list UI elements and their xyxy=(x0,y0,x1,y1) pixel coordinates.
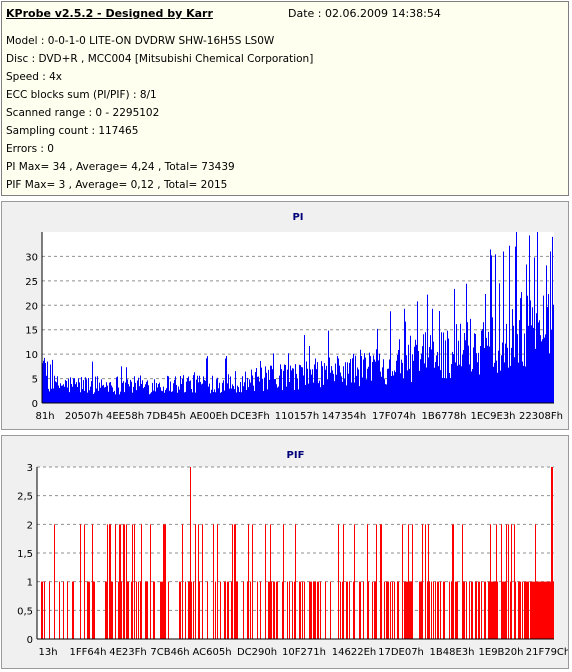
data-bars xyxy=(42,232,554,403)
x-tick-label: 110157h xyxy=(275,411,320,422)
y-tick-label: 3 xyxy=(27,463,33,474)
x-tick-label: 17F074h xyxy=(372,411,416,422)
x-tick-label: 7CB46h xyxy=(150,647,189,658)
x-tick-label: 147354h xyxy=(322,411,367,422)
disc-line: Disc : DVD+R , MCC004 [Mitsubishi Chemic… xyxy=(6,53,314,65)
x-tick-label: 1EC9E3h xyxy=(470,411,515,422)
y-tick-label: 30 xyxy=(25,252,38,263)
x-tick-label: DC290h xyxy=(237,647,277,658)
y-tick-label: 0 xyxy=(32,399,38,410)
pif-chart-panel: PIF 0 0,5 1 1,5 2 2,5 3 13h 1FF64h 4E23Fh 7CB46h AC6… xyxy=(1,435,569,669)
range-line: Scanned range : 0 - 2295102 xyxy=(6,107,160,119)
pif-summary-line: PIF Max= 3 , Average= 0,12 , Total= 2015 xyxy=(6,179,228,191)
y-tick-label: 20 xyxy=(25,301,38,312)
chart-title: PI xyxy=(292,212,303,223)
x-tick-label: 81h xyxy=(35,411,54,422)
app-title: KProbe v2.5.2 - Designed by Karr xyxy=(6,7,213,20)
ecc-line: ECC blocks sum (PI/PIF) : 8/1 xyxy=(6,89,157,101)
sampling-line: Sampling count : 117465 xyxy=(6,125,139,137)
x-tick-label: 22308Fh xyxy=(519,411,563,422)
pif-chart: PIF 0 0,5 1 1,5 2 2,5 3 13h 1FF64h 4E23Fh 7CB46h AC6… xyxy=(17,450,568,658)
x-tick-label: 13h xyxy=(38,647,57,658)
model-line: Model : 0-0-1-0 LITE-ON DVDRW SHW-16H5S … xyxy=(6,35,275,47)
x-tick-label: AE00Eh xyxy=(190,411,229,422)
y-tick-label: 5 xyxy=(32,375,38,386)
x-tick-label: 1FF64h xyxy=(70,647,107,658)
pi-chart: PI 0 5 10 15 20 25 30 81h 20507h 4EE58h 7DB45h AE00E… xyxy=(25,212,563,422)
x-tick-label: 21F79Ch xyxy=(526,647,568,658)
pi-chart-panel: PI 0 5 10 15 20 25 30 81h 20507h 4EE58h 7DB45h AE00E… xyxy=(1,201,569,430)
x-tick-label: 7DB45h xyxy=(146,411,186,422)
x-tick-label: DCE3Fh xyxy=(230,411,269,422)
x-tick-label: 10F271h xyxy=(282,647,326,658)
x-tick-label: AC605h xyxy=(192,647,231,658)
x-tick-label: 20507h xyxy=(65,411,103,422)
errors-line: Errors : 0 xyxy=(6,143,54,155)
y-tick-label: 25 xyxy=(25,277,38,288)
x-tick-label: 1B48E3h xyxy=(430,647,475,658)
info-panel: KProbe v2.5.2 - Designed by Karr Date : … xyxy=(1,1,569,196)
y-tick-label: 1 xyxy=(27,578,33,589)
speed-line: Speed : 4x xyxy=(6,71,63,83)
y-tick-label: 15 xyxy=(25,326,38,337)
y-tick-label: 0 xyxy=(27,635,33,646)
y-tick-label: 2,5 xyxy=(17,492,33,503)
x-tick-label: 1B6778h xyxy=(421,411,466,422)
x-tick-label: 4EE58h xyxy=(106,411,144,422)
y-tick-label: 10 xyxy=(25,350,38,361)
scan-date: Date : 02.06.2009 14:38:54 xyxy=(288,7,441,20)
x-tick-label: 1E9B20h xyxy=(479,647,524,658)
y-tick-label: 2 xyxy=(27,520,33,531)
pi-summary-line: PI Max= 34 , Average= 4,24 , Total= 7343… xyxy=(6,161,235,173)
y-tick-label: 1,5 xyxy=(17,549,33,560)
x-tick-label: 17DE07h xyxy=(378,647,424,658)
y-tick-label: 0,5 xyxy=(17,606,33,617)
x-tick-label: 14622Eh xyxy=(332,647,376,658)
data-bars xyxy=(41,467,554,639)
x-tick-label: 4E23Fh xyxy=(109,647,147,658)
chart-title: PIF xyxy=(287,450,305,461)
